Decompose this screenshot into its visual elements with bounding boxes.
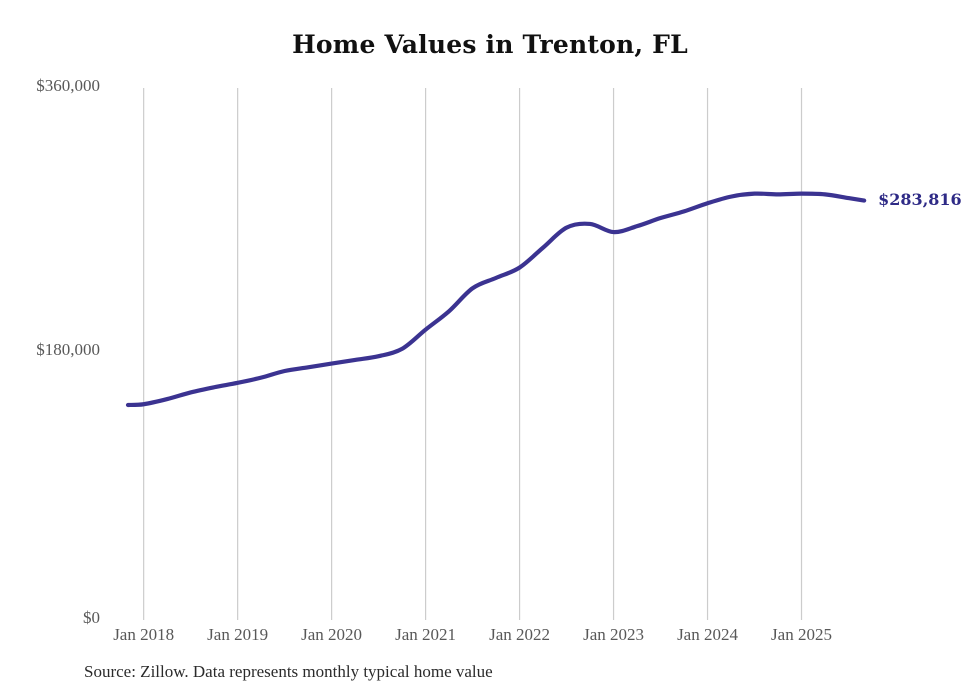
x-tick-label: Jan 2023 — [583, 625, 645, 644]
data-series-group — [125, 191, 867, 408]
x-tick-label: Jan 2018 — [113, 625, 175, 644]
y-axis: $360,000 $180,000 $0 — [0, 0, 100, 699]
y-tick-label-360000: $360,000 — [36, 76, 100, 95]
series-line — [125, 191, 867, 408]
y-tick-label-180000: $180,000 — [36, 340, 100, 359]
x-tick-label: Jan 2025 — [771, 625, 832, 644]
page-title: Home Values in Trenton, FL — [292, 30, 688, 59]
x-gridlines — [143, 88, 803, 620]
x-tick-label: Jan 2020 — [301, 625, 363, 644]
x-tick-label: Jan 2019 — [207, 625, 269, 644]
last-value-annotation: $283,816 — [878, 189, 962, 209]
x-tick-label: Jan 2021 — [395, 625, 457, 644]
x-tick-label: Jan 2024 — [677, 625, 738, 644]
x-tick-label: Jan 2022 — [489, 625, 551, 644]
y-tick-label-0: $0 — [83, 608, 100, 627]
source-footnote: Source: Zillow. Data represents monthly … — [84, 662, 493, 681]
